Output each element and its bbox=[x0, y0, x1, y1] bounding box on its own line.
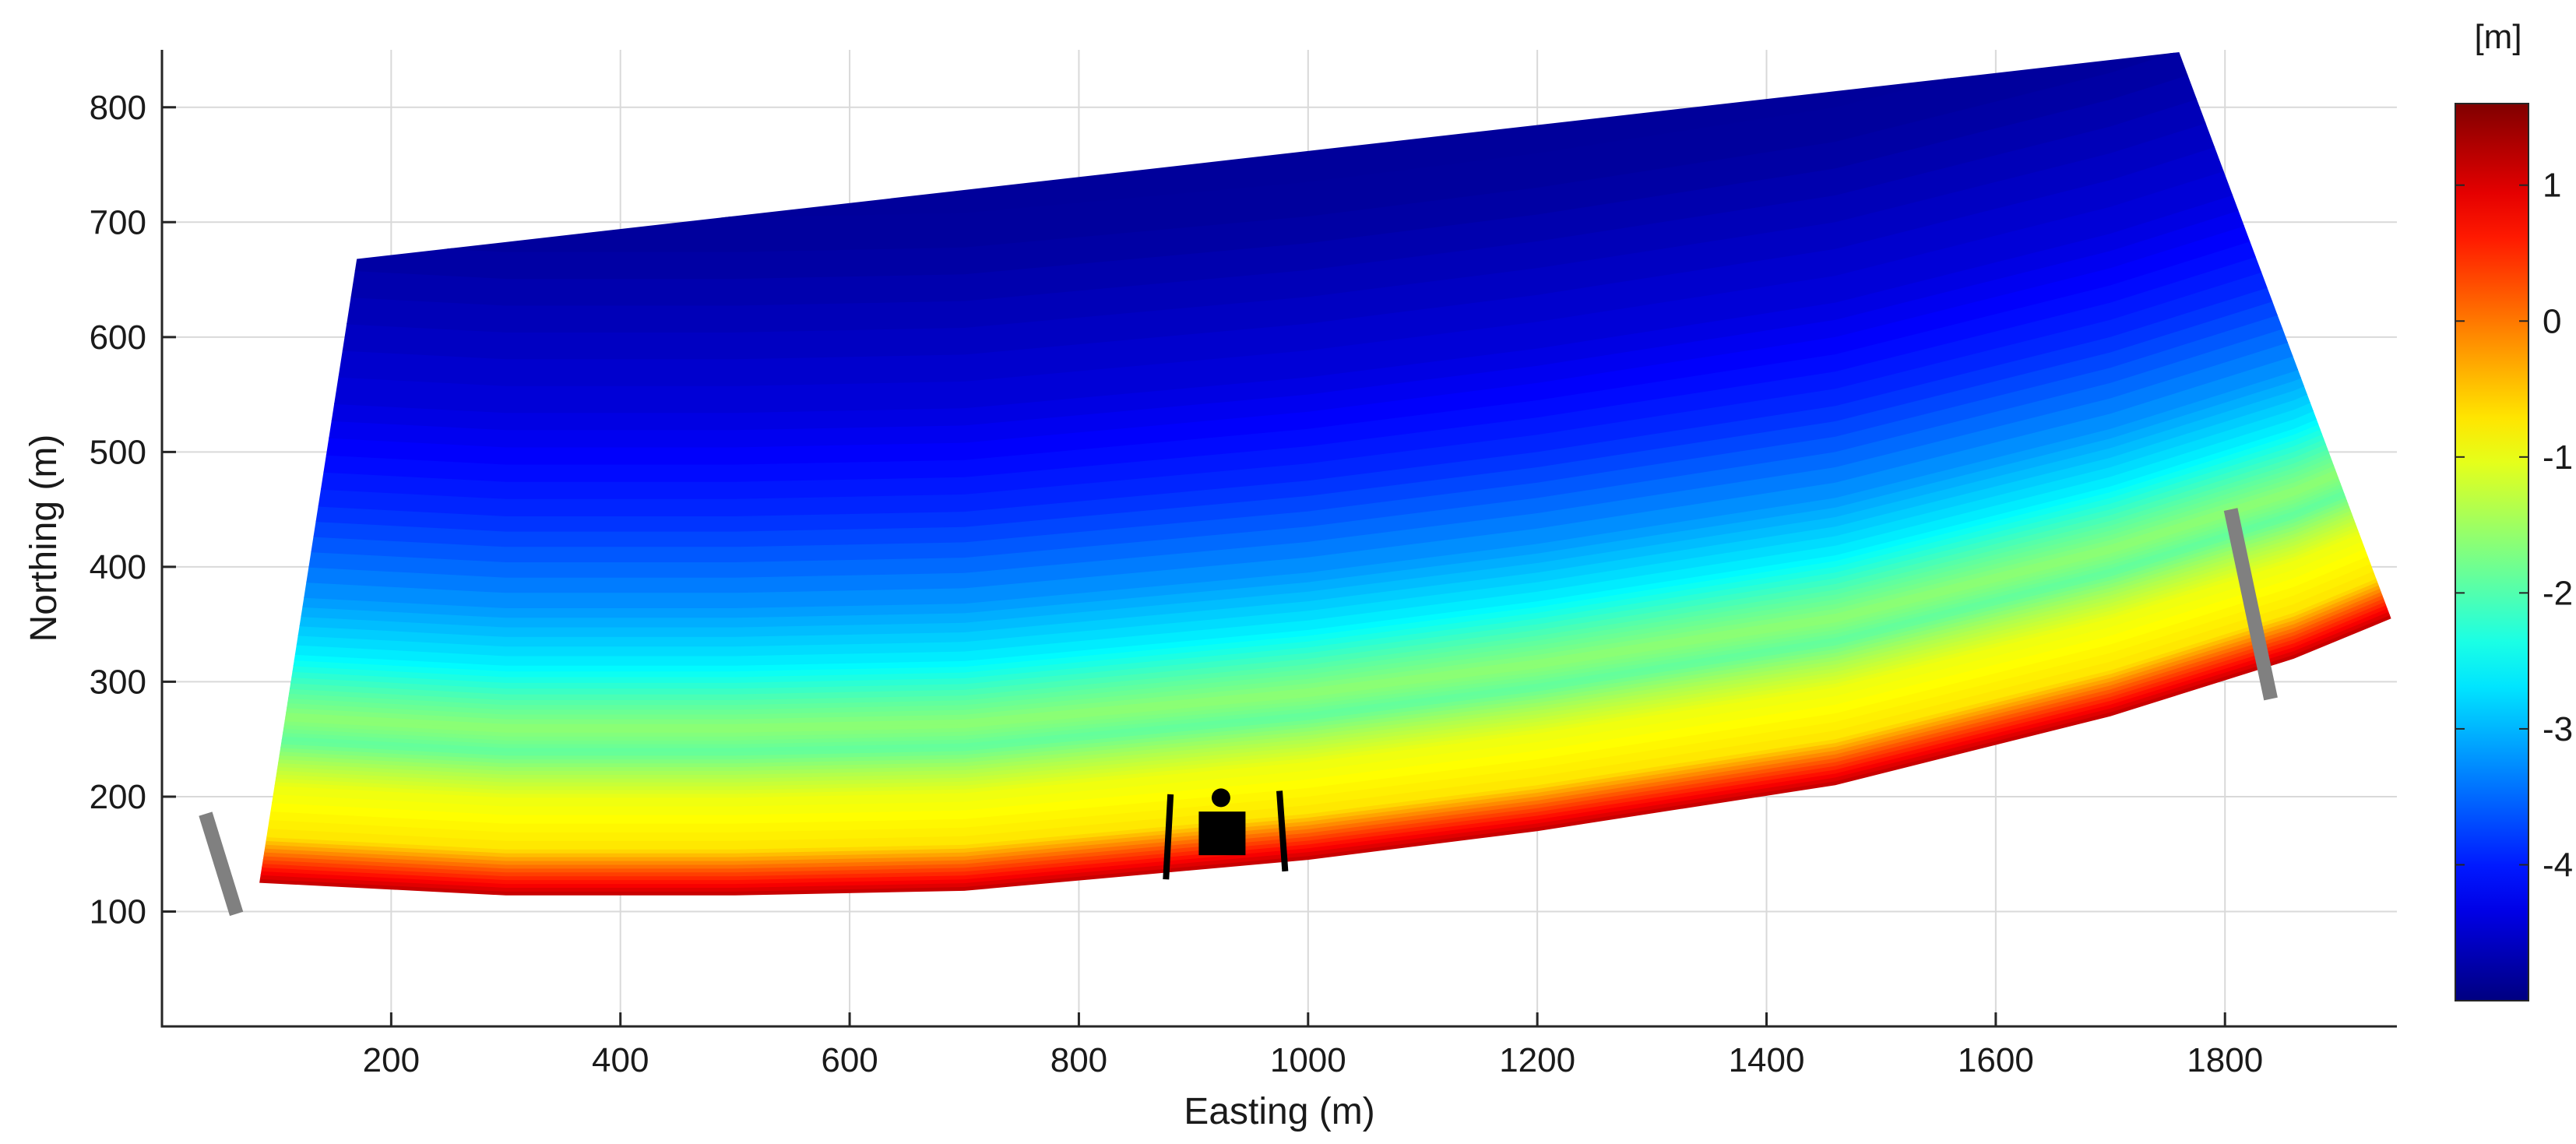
colorbar-tick-label: 1 bbox=[2543, 167, 2561, 205]
groin bbox=[199, 811, 244, 917]
pier-head bbox=[1211, 788, 1230, 808]
y-axis-ticks: 100 200 300 400 500 600 700 800 bbox=[90, 89, 176, 931]
colorbar-tick-label: -2 bbox=[2543, 574, 2573, 612]
y-tick-label: 600 bbox=[90, 319, 146, 357]
breakwater bbox=[1276, 790, 1289, 872]
x-tick-label: 1600 bbox=[1958, 1041, 2034, 1079]
colorbar-tick-label: 0 bbox=[2543, 302, 2561, 340]
x-tick-label: 1800 bbox=[2187, 1041, 2263, 1079]
y-tick-label: 800 bbox=[90, 89, 146, 127]
colorbar-tick-label: -1 bbox=[2543, 438, 2573, 477]
groin bbox=[2223, 508, 2278, 701]
depth-band bbox=[48, 0, 2569, 45]
y-tick-label: 400 bbox=[90, 548, 146, 586]
colorbar: [m] 1 0 -1 -2 -3 -4 bbox=[2455, 18, 2573, 1001]
x-axis-title: Easting (m) bbox=[1184, 1091, 1374, 1132]
y-axis-title: Northing (m) bbox=[23, 435, 65, 642]
x-tick-label: 600 bbox=[821, 1041, 878, 1079]
colorbar-unit-label: [m] bbox=[2474, 18, 2521, 56]
x-axis-ticks: 200 400 600 800 1000 1200 1400 1600 1800 bbox=[363, 1012, 2263, 1079]
x-tick-label: 1000 bbox=[1270, 1041, 1346, 1079]
y-tick-label: 200 bbox=[90, 778, 146, 816]
y-tick-label: 300 bbox=[90, 663, 146, 701]
y-tick-label: 500 bbox=[90, 433, 146, 471]
y-tick-label: 100 bbox=[90, 892, 146, 931]
colorbar-tick-label: -4 bbox=[2543, 846, 2573, 884]
y-tick-label: 700 bbox=[90, 203, 146, 241]
colorbar-scale bbox=[2455, 103, 2529, 1001]
axes-box bbox=[160, 50, 2397, 1028]
x-tick-label: 800 bbox=[1050, 1041, 1107, 1079]
x-tick-label: 400 bbox=[592, 1041, 649, 1079]
coastal-structures bbox=[199, 508, 2278, 917]
x-tick-label: 200 bbox=[363, 1041, 420, 1079]
pier-block bbox=[1198, 811, 1246, 856]
x-tick-label: 1400 bbox=[1729, 1041, 1805, 1079]
plot-area: 200 400 600 800 1000 1200 1400 1600 1800 1002003… bbox=[48, 0, 2569, 1079]
colorbar-tick-label: -3 bbox=[2543, 710, 2573, 748]
breakwater bbox=[1163, 794, 1174, 880]
x-tick-label: 1200 bbox=[1499, 1041, 1575, 1079]
colorbar-ticks: 1 0 -1 -2 -3 -4 bbox=[2455, 167, 2573, 884]
